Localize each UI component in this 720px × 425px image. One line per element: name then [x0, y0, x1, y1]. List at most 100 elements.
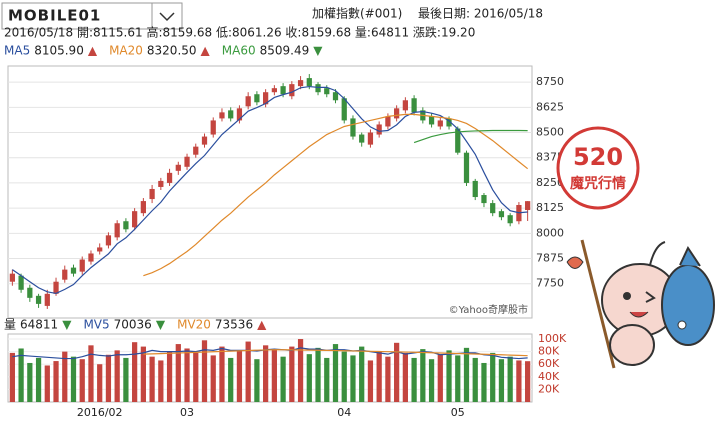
volume-bar [463, 347, 470, 402]
volume-bar [201, 340, 208, 402]
legend-trend: ▼ [156, 318, 166, 332]
candle-body [350, 118, 356, 137]
candle-body [306, 78, 312, 87]
candle-body [271, 88, 277, 93]
candle-body [228, 110, 234, 119]
volume-bar [490, 352, 496, 402]
volume-bar [280, 356, 286, 402]
candle-body [411, 98, 417, 113]
candle-body [44, 293, 50, 306]
line [12, 85, 528, 295]
legend-trend: ▲ [88, 44, 98, 58]
volume-bar [516, 360, 522, 402]
dropdown[interactable] [151, 2, 183, 30]
candle-body [463, 152, 470, 183]
candle-body [498, 211, 505, 218]
candle-body [376, 124, 382, 135]
legend-name: MV5 [83, 318, 109, 332]
volume-bar [175, 344, 181, 402]
volume-bar [394, 342, 400, 402]
chart-title: 加權指數(#001) [312, 6, 402, 21]
badge-text: 魔咒行情 [570, 175, 626, 192]
volume-bar [105, 354, 112, 402]
volume-bar [114, 350, 120, 402]
volume-bar [245, 341, 251, 402]
volume-bar [350, 355, 356, 402]
candle-body [88, 253, 94, 262]
line [413, 129, 528, 144]
volume-bar [9, 352, 15, 402]
candle-body [437, 120, 443, 127]
y-tick-label: 8750 [536, 75, 564, 88]
volume-bar [271, 349, 277, 402]
candle-body [367, 132, 374, 145]
volume-bar [62, 351, 68, 402]
volume-bar [428, 359, 435, 402]
legend-name: MA60 [222, 44, 256, 58]
volume-bar [332, 344, 339, 402]
candle-body [472, 180, 478, 198]
candle-body [9, 273, 15, 282]
legend-trend: ▲ [201, 44, 211, 58]
volume-bar [498, 359, 505, 402]
legend-value-label: 8105.90 [34, 44, 84, 58]
volume-bar [455, 355, 461, 402]
candle-body [201, 136, 208, 145]
candle-body [507, 215, 513, 224]
plot: 7750 7875 8000 8125 8250 8375 8500 8625 8750 20K4… [8, 74, 567, 419]
volume-bar [123, 357, 129, 402]
volume-bar [525, 361, 531, 402]
volume-bar [437, 354, 443, 402]
fish [661, 264, 715, 346]
volume-bar [79, 359, 85, 402]
mascot-mouth [629, 311, 649, 318]
candle-body [402, 100, 408, 111]
legend-value-label: 64811 [20, 318, 58, 332]
y-tick-label: 8625 [536, 100, 564, 113]
candle-body [359, 134, 365, 143]
x-tick-label: 04 [337, 406, 351, 419]
price-frame [7, 65, 533, 319]
candle-body [184, 156, 190, 167]
y-tick-label: 40K [538, 370, 560, 383]
mascot-eye [623, 292, 631, 300]
candle-body [428, 116, 435, 125]
volume-bar [88, 345, 94, 402]
volume-bar [472, 357, 478, 402]
volume-bar [324, 357, 330, 402]
volume-bar [27, 362, 33, 402]
candle-body [280, 86, 286, 95]
volume-bar [297, 339, 304, 402]
volume-bar [219, 346, 225, 402]
candle-body [114, 223, 120, 238]
volume-bar [306, 354, 312, 402]
y-tick-label: 8125 [536, 201, 564, 214]
badge-number: 520 [573, 143, 623, 171]
candle-body [140, 201, 146, 214]
shrimp [566, 256, 584, 269]
logo-box [1, 2, 153, 30]
x-tick-label: 03 [180, 406, 194, 419]
y-tick-label: 60K [538, 357, 560, 370]
quote-line: 2016/05/18 開:8115.61 高:8159.68 低:8061.26… [4, 25, 475, 40]
y-tick-label: 7875 [536, 252, 564, 265]
candle-body [193, 146, 199, 155]
x-tick-label: 05 [451, 406, 465, 419]
volume-bar [402, 352, 408, 402]
candle-body [175, 164, 181, 171]
volume-bar [193, 352, 199, 402]
legend-name: MA20 [109, 44, 143, 58]
legend-value-label: 73536 [215, 318, 253, 332]
source: ©Yahoo奇摩股市 [449, 303, 528, 316]
y-tick-label: 8375 [536, 151, 564, 164]
y-tick-label: 80K [538, 345, 560, 358]
candle-body [254, 94, 260, 103]
volume-bar [359, 346, 365, 402]
line [143, 113, 529, 277]
candle-body [70, 267, 77, 274]
candle-body [62, 269, 68, 280]
volume-bar [341, 351, 347, 402]
candle-body [149, 188, 155, 200]
candle-body [332, 92, 339, 101]
